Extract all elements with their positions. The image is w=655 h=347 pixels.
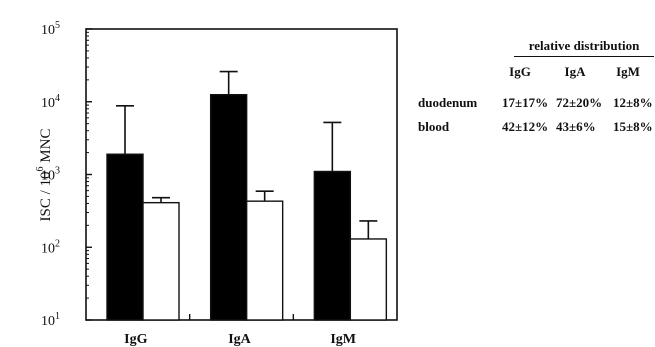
- y-tick-label-base: 10: [41, 241, 55, 256]
- y-tick-label-exponent: 4: [55, 93, 60, 104]
- table-header-igm: IgM: [616, 64, 640, 79]
- y-tick-label-base: 10: [41, 169, 55, 184]
- y-tick-label-exponent: 3: [55, 166, 60, 177]
- table-header-igg: IgG: [509, 64, 531, 79]
- y-tick-label: 103: [41, 166, 60, 184]
- table-row-label-duodenum: duodenum: [418, 95, 478, 110]
- y-axis-label-prefix: ISC / 10: [38, 171, 54, 221]
- y-tick-label: 105: [41, 20, 60, 38]
- x-axis-ticks: IgG IgA IgM: [124, 314, 356, 347]
- x-tick-label: IgG: [124, 332, 147, 347]
- y-axis-label-exponent: 6: [35, 166, 46, 171]
- table-header-iga: IgA: [564, 64, 586, 79]
- x-tick-label: IgA: [228, 332, 251, 347]
- bar: [245, 200, 284, 321]
- y-tick-label-exponent: 1: [55, 311, 60, 322]
- table-cell-blood-iga: 43±6%: [556, 119, 596, 134]
- table-row-label-blood: blood: [418, 119, 450, 134]
- y-tick-label-base: 10: [41, 23, 55, 38]
- table-cell-blood-igg: 42±12%: [502, 119, 549, 134]
- bar: [313, 170, 352, 321]
- y-tick-label-exponent: 2: [55, 238, 60, 249]
- x-tick-label: IgM: [330, 332, 356, 347]
- y-tick-label-exponent: 5: [55, 20, 60, 31]
- table-cell-duodenum-igm: 12±8%: [613, 95, 653, 110]
- table-cell-duodenum-iga: 72±20%: [556, 95, 603, 110]
- bar: [142, 201, 180, 321]
- table-cell-duodenum-igg: 17±17%: [502, 95, 549, 110]
- y-axis-label-suffix: MNC: [38, 129, 54, 167]
- y-tick-label-base: 10: [41, 314, 55, 329]
- y-tick-label: 104: [41, 93, 60, 111]
- bar: [106, 153, 144, 321]
- y-axis-label: ISC / 106 MNC: [35, 129, 54, 222]
- table-title: relative distribution: [514, 38, 654, 57]
- bar: [209, 93, 248, 321]
- y-tick-label-base: 10: [41, 96, 55, 111]
- bar: [349, 238, 388, 321]
- bars: [106, 70, 388, 321]
- y-tick-label: 101: [41, 311, 60, 329]
- table-cell-blood-igm: 15±8%: [613, 119, 653, 134]
- y-tick-label: 102: [41, 238, 60, 256]
